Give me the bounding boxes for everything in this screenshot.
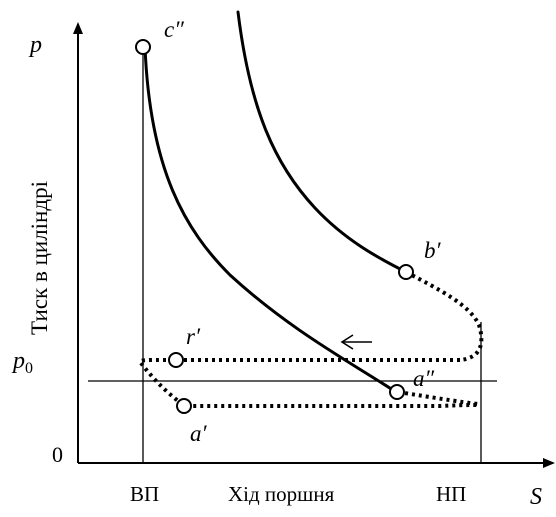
intake-tail bbox=[397, 390, 479, 406]
intake-curve bbox=[139, 361, 479, 408]
y-axis-symbol: p bbox=[28, 32, 42, 58]
x-axis-label: Хід поршня bbox=[228, 482, 335, 506]
tdc-label: ВП bbox=[130, 482, 159, 506]
label-r1: r′ bbox=[186, 324, 201, 349]
origin-label: 0 bbox=[52, 442, 63, 467]
y-axis-label: Тиск в циліндрі bbox=[27, 181, 52, 335]
point-a1 bbox=[176, 398, 192, 414]
exhaust-line bbox=[140, 358, 460, 363]
point-c2 bbox=[135, 39, 151, 55]
point-a2 bbox=[389, 384, 405, 400]
p0-label: p0 bbox=[11, 348, 33, 377]
label-a2: a″ bbox=[413, 366, 435, 391]
p0-subscript: 0 bbox=[25, 360, 33, 377]
point-r1 bbox=[168, 352, 184, 368]
bdc-label: НП bbox=[436, 482, 466, 506]
label-b1: b′ bbox=[424, 238, 442, 263]
x-axis-symbol: S bbox=[530, 484, 542, 510]
direction-arrow bbox=[340, 334, 372, 350]
label-a1: a′ bbox=[190, 421, 208, 446]
exhaust-curve bbox=[405, 270, 484, 362]
expansion-curve bbox=[143, 45, 398, 394]
point-b1 bbox=[398, 264, 414, 280]
compression-curve bbox=[236, 10, 408, 274]
label-c2: c″ bbox=[164, 17, 184, 42]
